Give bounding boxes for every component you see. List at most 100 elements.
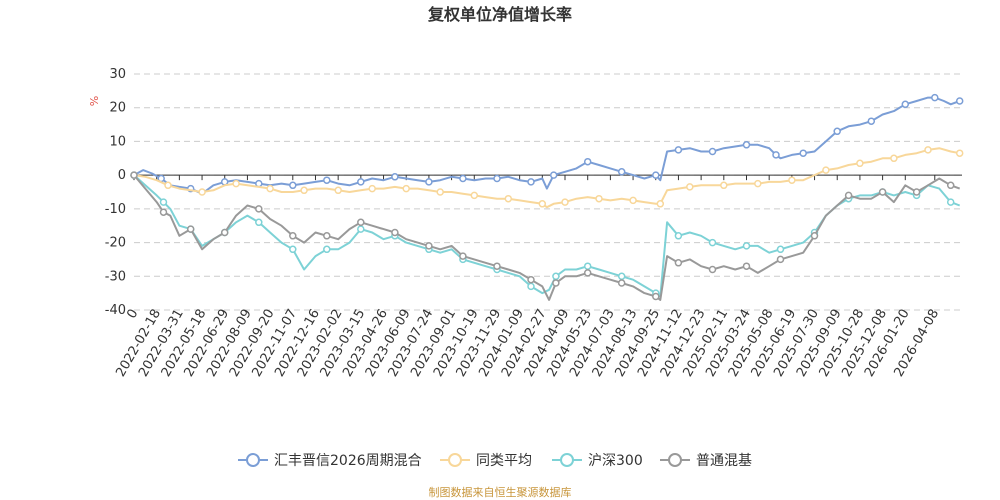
data-point — [357, 178, 365, 186]
data-point — [652, 292, 660, 301]
series-lines — [130, 93, 964, 301]
legend-item-3[interactable]: 普通混基 — [660, 452, 752, 469]
legend-label: 普通混基 — [696, 452, 752, 469]
data-point — [924, 146, 932, 154]
data-point — [368, 184, 376, 193]
data-point — [552, 279, 560, 287]
y-tick-label: -20 — [105, 236, 126, 251]
data-point — [334, 186, 342, 195]
data-point — [493, 174, 501, 183]
data-point — [552, 272, 560, 281]
data-point — [289, 245, 297, 254]
data-point — [323, 245, 331, 254]
data-point — [357, 225, 365, 233]
legend[interactable]: 汇丰晋信2026周期混合 同类平均 沪深300 普通混基 — [238, 452, 752, 469]
data-point — [164, 181, 172, 190]
legend-label: 沪深300 — [588, 453, 643, 469]
series-line — [133, 96, 961, 195]
data-point — [538, 200, 547, 208]
data-point — [674, 232, 683, 240]
data-point — [617, 168, 626, 176]
data-point — [856, 159, 864, 168]
data-point — [833, 127, 841, 136]
y-tick-label: 10 — [109, 134, 126, 149]
data-point — [955, 97, 964, 105]
series-line — [133, 174, 961, 301]
data-point — [674, 146, 683, 154]
data-point — [955, 149, 964, 157]
series-1 — [130, 146, 964, 209]
data-point — [549, 171, 558, 179]
data-point — [289, 232, 297, 240]
data-point — [674, 259, 683, 267]
data-point — [867, 117, 876, 125]
data-point — [583, 269, 592, 277]
data-point — [504, 194, 513, 203]
data-point — [931, 93, 939, 102]
data-point — [720, 181, 728, 190]
data-point — [391, 173, 399, 181]
data-point — [402, 184, 410, 193]
y-tick-label: 20 — [109, 101, 126, 116]
data-point — [890, 154, 898, 163]
data-point — [822, 166, 830, 174]
legend-marker-icon — [246, 453, 260, 467]
data-point — [742, 141, 751, 149]
legend-marker-icon — [560, 453, 574, 467]
data-point — [583, 157, 592, 166]
chart-title: 复权单位净值增长率 — [427, 5, 572, 24]
data-point — [686, 183, 694, 191]
data-point — [708, 238, 717, 247]
data-point — [652, 171, 660, 179]
x-axis: 02022-02-182022-03-312022-05-182022-06-2… — [113, 174, 962, 380]
legend-marker-icon — [668, 453, 682, 467]
x-tick-label: 0 — [124, 307, 141, 322]
data-point — [323, 176, 331, 184]
data-point — [255, 218, 263, 227]
y-tick-label: -40 — [105, 303, 126, 318]
data-point — [788, 176, 796, 184]
data-point — [198, 188, 206, 196]
y-axis-unit: % — [88, 96, 101, 106]
data-point — [901, 100, 910, 109]
data-point — [776, 245, 785, 254]
data-point — [425, 178, 433, 186]
data-point — [527, 178, 535, 186]
data-point — [844, 191, 853, 200]
data-point — [946, 181, 955, 190]
legend-item-0[interactable]: 汇丰晋信2026周期混合 — [238, 453, 422, 469]
data-point — [470, 191, 479, 200]
source-note: 制图数据来自恒生聚源数据库 — [429, 485, 572, 499]
data-point — [617, 279, 626, 287]
data-point — [708, 265, 717, 274]
legend-label: 汇丰晋信2026周期混合 — [274, 453, 422, 469]
data-point — [629, 196, 637, 205]
data-point — [583, 262, 592, 270]
data-point — [323, 232, 331, 240]
data-point — [912, 188, 921, 196]
data-point — [459, 252, 467, 260]
y-tick-label: -10 — [105, 202, 126, 217]
data-point — [459, 174, 467, 183]
data-point — [776, 255, 785, 264]
data-point — [232, 179, 240, 188]
data-point — [772, 151, 780, 159]
y-tick-label: 30 — [109, 67, 126, 82]
series-0 — [130, 93, 964, 195]
data-point — [220, 228, 229, 237]
legend-item-1[interactable]: 同类平均 — [440, 453, 532, 469]
data-point — [742, 262, 751, 270]
data-point — [159, 198, 168, 206]
series-3 — [130, 171, 961, 301]
data-point — [289, 181, 297, 190]
y-tick-label: -30 — [105, 269, 126, 284]
data-point — [527, 282, 535, 291]
y-axis-ticks: 30 20 10 0 -10 -20 -30 -40 — [105, 67, 126, 318]
data-point — [255, 205, 263, 213]
legend-marker-icon — [448, 453, 462, 467]
data-point — [799, 149, 807, 157]
data-point — [391, 228, 399, 237]
data-point — [878, 188, 887, 196]
legend-item-2[interactable]: 沪深300 — [552, 453, 643, 469]
